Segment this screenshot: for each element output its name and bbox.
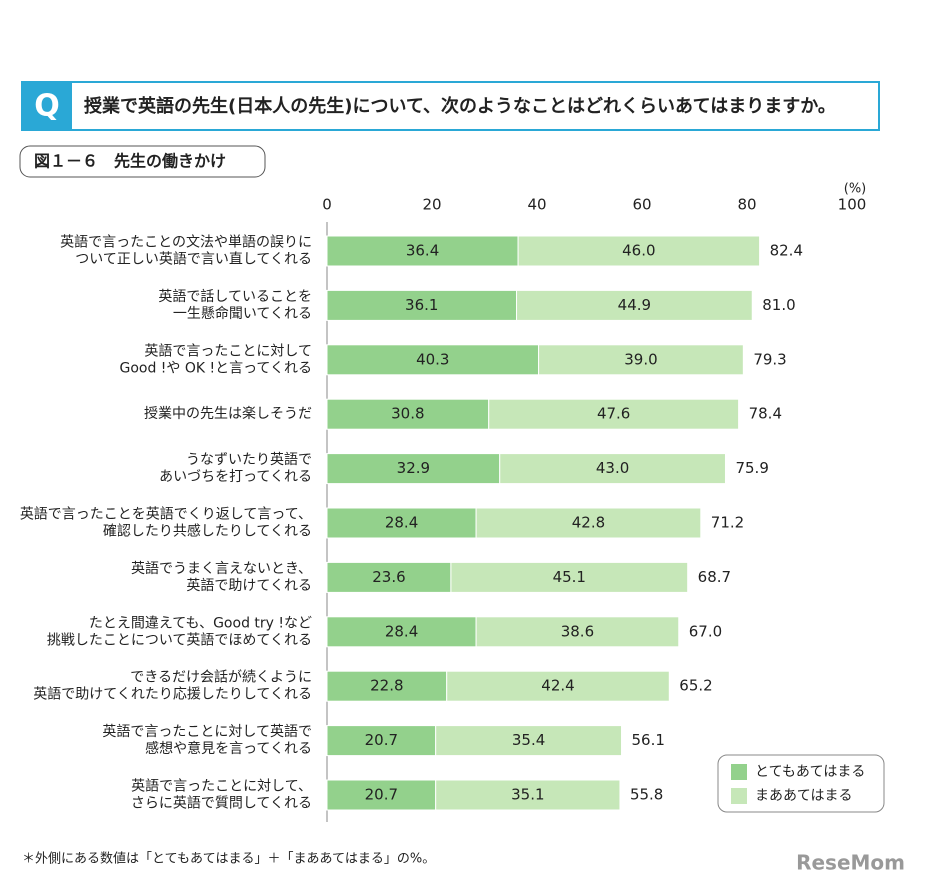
bar-segment <box>475 616 680 648</box>
category-label: 英語で言ったことに対して、 <box>131 778 312 795</box>
value-label: 23.6 <box>372 568 405 586</box>
category-label: 英語でうまく言えないとき、 <box>131 560 312 577</box>
value-label: 45.1 <box>553 568 586 586</box>
legend-swatch <box>731 788 747 804</box>
value-label: 42.4 <box>541 677 574 695</box>
category-label: 一生懸命聞いてくれる <box>173 305 312 322</box>
value-label: 35.4 <box>512 731 545 749</box>
category-label: あいづちを打ってくれる <box>159 468 312 485</box>
bar-segment <box>450 561 689 593</box>
value-label: 47.6 <box>597 405 630 423</box>
value-label: 30.8 <box>391 405 424 423</box>
category-label: 英語で言ったことに対して英語で <box>102 723 312 740</box>
bar-segment <box>326 561 452 593</box>
total-label: 75.9 <box>735 459 768 477</box>
bar-segment <box>326 670 448 702</box>
watermark: ReseMom <box>796 851 905 875</box>
value-label: 40.3 <box>416 350 449 368</box>
question-badge <box>22 82 72 130</box>
bar-segment <box>326 453 501 485</box>
category-label: ついて正しい英語で言い直してくれる <box>75 251 312 268</box>
value-label: 39.0 <box>624 350 657 368</box>
value-label: 28.4 <box>385 514 418 532</box>
total-label: 65.2 <box>679 677 712 695</box>
category-label: 確認したり共感したりしてくれる <box>103 523 312 540</box>
question-text: 授業で英語の先生(日本人の先生)について、次のようなことはどれくらいあてはまりま… <box>84 95 836 117</box>
bar-segment <box>326 725 437 757</box>
category-label: 英語で言ったことを英語でくり返して言って、 <box>20 506 312 523</box>
category-label: 英語で助けてくれる <box>186 577 312 594</box>
value-label: 32.9 <box>397 459 430 477</box>
legend-swatch <box>731 764 747 780</box>
bar-segment <box>446 670 670 702</box>
legend-box <box>717 754 885 813</box>
total-label: 78.4 <box>749 405 782 423</box>
total-label: 67.0 <box>689 622 722 640</box>
value-label: 46.0 <box>622 242 655 260</box>
value-label: 35.1 <box>511 786 544 804</box>
total-label: 82.4 <box>770 242 803 260</box>
total-label: 71.2 <box>711 514 744 532</box>
bar-segment <box>435 725 623 757</box>
bar-segment <box>499 453 726 485</box>
footnote: ＊外側にある数値は「とてもあてはまる」＋「まああてはまる」の%。 <box>22 851 435 867</box>
category-label: うなずいたり英語で <box>186 451 312 468</box>
bar-segment <box>517 235 761 267</box>
value-label: 43.0 <box>596 459 629 477</box>
category-label: できるだけ会話が続くように <box>130 669 312 686</box>
category-label: さらに英語で質問してくれる <box>131 795 312 812</box>
value-label: 20.7 <box>365 786 398 804</box>
total-label: 79.3 <box>753 350 786 368</box>
bar-segment <box>538 344 744 376</box>
bar-segment <box>475 507 702 539</box>
x-tick-label: 20 <box>422 196 441 214</box>
total-label: 56.1 <box>632 731 665 749</box>
value-label: 38.6 <box>561 622 594 640</box>
category-label: 授業中の先生は楽しそうだ <box>144 406 312 422</box>
legend-label: まああてはまる <box>755 788 852 804</box>
category-label: 英語で言ったことの文法や単語の誤りに <box>60 234 312 251</box>
category-label: たとえ間違えても、Good try !など <box>89 615 312 631</box>
value-label: 42.8 <box>572 514 605 532</box>
value-label: 36.1 <box>405 296 438 314</box>
bar-segment <box>326 779 437 811</box>
bar-segment <box>435 779 621 811</box>
value-label: 28.4 <box>385 622 418 640</box>
x-tick-label: 100 <box>838 196 867 214</box>
bar-segment <box>326 616 477 648</box>
legend-label: とてもあてはまる <box>755 764 865 780</box>
question-mark: Q <box>34 89 60 124</box>
bar-segment <box>516 289 753 321</box>
x-tick-label: 0 <box>322 196 332 214</box>
chart-title: 図１－６ 先生の働きかけ <box>34 152 226 171</box>
x-tick-label: 60 <box>632 196 651 214</box>
x-tick-label: 80 <box>737 196 756 214</box>
x-tick-label: 40 <box>527 196 546 214</box>
title-box <box>19 145 266 178</box>
bar-segment <box>488 398 740 430</box>
value-label: 44.9 <box>618 296 651 314</box>
bar-segment <box>326 235 519 267</box>
total-label: 81.0 <box>762 296 795 314</box>
category-label: Good !や OK !と言ってくれる <box>119 360 312 376</box>
category-label: 英語で助けてくれたり応援したりしてくれる <box>33 686 312 703</box>
bar-segment <box>326 507 477 539</box>
value-label: 22.8 <box>370 677 403 695</box>
value-label: 20.7 <box>365 731 398 749</box>
category-label: 英語で話していることを <box>158 288 312 305</box>
category-label: 英語で言ったことに対して <box>144 342 312 359</box>
category-label: 挑戦したことについて英語でほめてくれる <box>47 631 312 648</box>
total-label: 55.8 <box>630 786 663 804</box>
x-unit: (%) <box>844 182 867 197</box>
category-label: 感想や意見を言ってくれる <box>145 740 312 757</box>
total-label: 68.7 <box>698 568 731 586</box>
value-label: 36.4 <box>406 242 439 260</box>
bar-segment <box>326 398 490 430</box>
